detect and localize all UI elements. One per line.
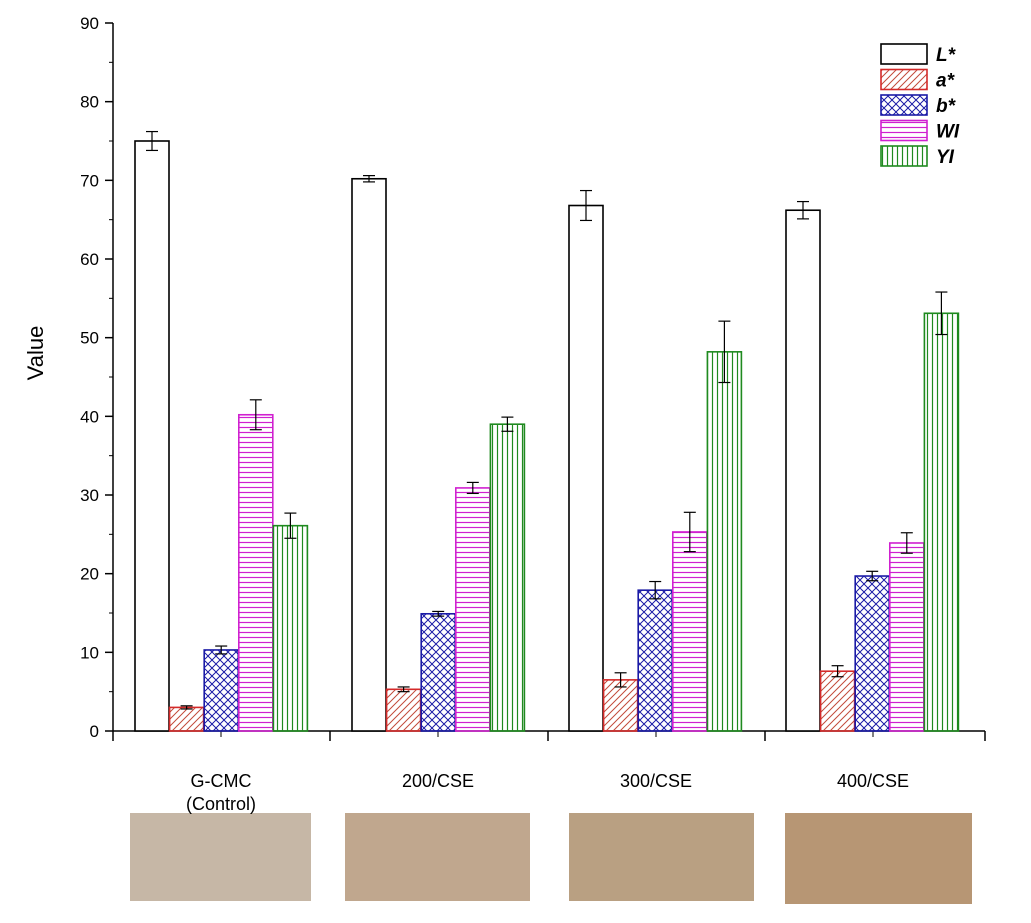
- y-tick-label: 80: [80, 93, 99, 112]
- y-tick-label: 90: [80, 14, 99, 33]
- color-swatches: [130, 813, 972, 904]
- x-tick-label: 400/CSE: [837, 771, 909, 791]
- x-tick-label: (Control): [186, 794, 256, 814]
- y-tick-label: 60: [80, 250, 99, 269]
- bar-yi: [489, 423, 526, 732]
- bar-lstar: [568, 204, 604, 732]
- y-tick-label: 20: [80, 565, 99, 584]
- bar-yi: [272, 524, 309, 732]
- legend-swatch: [880, 68, 928, 91]
- y-tick-label: 0: [90, 722, 99, 741]
- legend-swatch: [880, 43, 928, 65]
- bar-bstar: [854, 575, 891, 732]
- legend-label: a*: [936, 71, 956, 92]
- y-axis-title: Value: [23, 326, 48, 381]
- y-tick-label: 70: [80, 171, 99, 190]
- color-swatch: [569, 813, 754, 901]
- bar-yi: [706, 351, 743, 732]
- x-tick-label: 200/CSE: [402, 771, 474, 791]
- y-tick-label: 50: [80, 329, 99, 348]
- legend-label: WI: [936, 122, 960, 143]
- bar-lstar: [351, 177, 387, 732]
- bar-bstar: [637, 589, 674, 732]
- bar-astar: [385, 688, 422, 732]
- legend-label: L*: [936, 45, 957, 66]
- bars: [134, 130, 960, 732]
- bar-lstar: [785, 209, 821, 732]
- legend-label: YI: [936, 147, 955, 168]
- color-swatch: [345, 813, 530, 901]
- legend: L* a* b* WI YI: [880, 43, 960, 168]
- color-swatch: [130, 813, 311, 901]
- bar-wi: [671, 531, 708, 732]
- axes: 0 10 20 30 40 50 60 70 80 90 Value G-CMC (Control) 20…: [23, 14, 986, 814]
- y-tick-label: 40: [80, 407, 99, 426]
- x-tick-label: G-CMC: [191, 771, 252, 791]
- y-tick-label: 10: [80, 643, 99, 662]
- legend-label: b*: [936, 96, 957, 117]
- legend-swatch: [880, 94, 928, 116]
- bar-wi: [454, 487, 491, 732]
- bar-wi: [238, 413, 274, 732]
- bar-bstar: [203, 649, 239, 732]
- bar-wi: [888, 542, 925, 732]
- bar-yi: [923, 312, 960, 732]
- x-tick-label: 300/CSE: [620, 771, 692, 791]
- legend-swatch: [880, 119, 928, 142]
- bar-astar: [819, 670, 856, 732]
- color-swatch: [785, 813, 972, 904]
- bar-lstar: [134, 140, 170, 732]
- y-tick-label: 30: [80, 486, 99, 505]
- bar-astar: [168, 706, 205, 732]
- bar-bstar: [420, 612, 457, 732]
- legend-swatch: [880, 145, 928, 167]
